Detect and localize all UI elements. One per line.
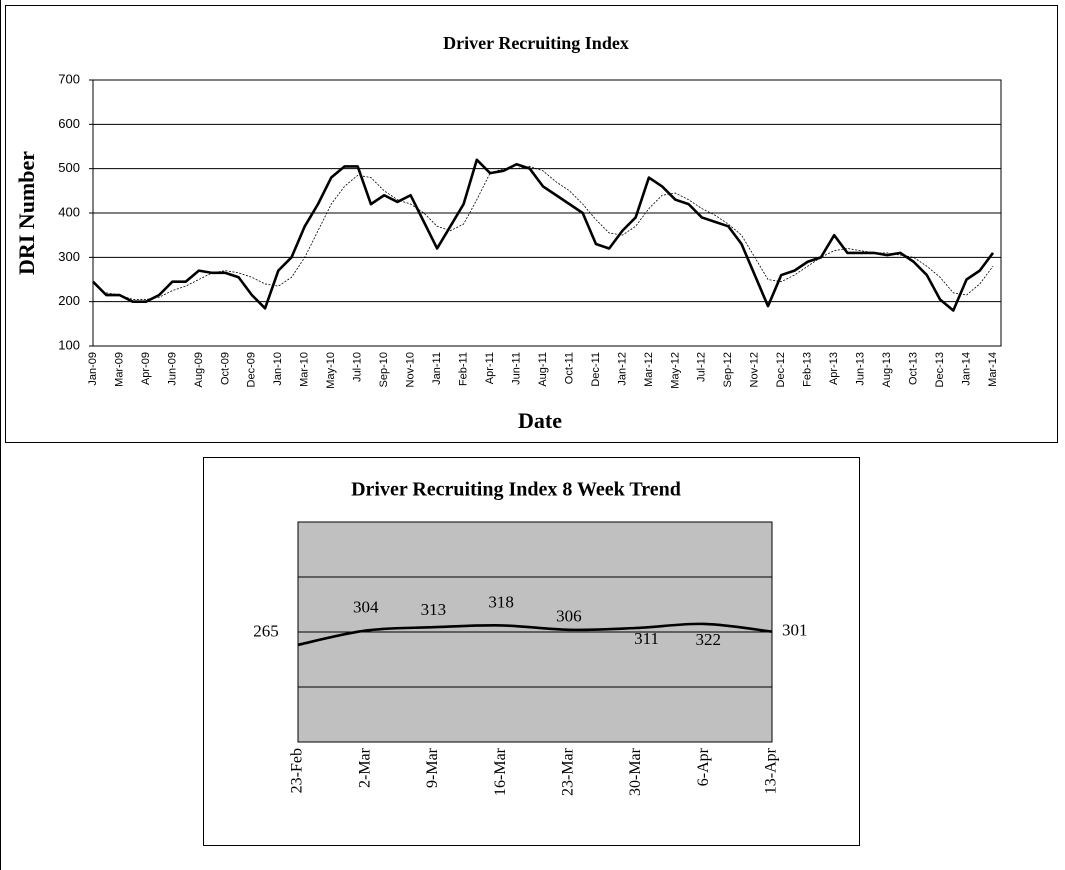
data-label: 322 (696, 630, 722, 649)
plot-border (92, 79, 1002, 347)
x-tick-label: Dec-11 (590, 352, 602, 387)
y-tick-label: 600 (58, 116, 80, 131)
x-tick-label: Jan-12 (616, 352, 628, 386)
x-tick-label: 16-Mar (492, 747, 509, 796)
x-tick-label: Dec-12 (775, 352, 787, 387)
data-label: 313 (421, 600, 447, 619)
x-tick-label: Apr-09 (140, 352, 152, 385)
x-tick-label: Sep-10 (378, 352, 390, 387)
data-label: 311 (634, 629, 659, 648)
x-tick-label: Aug-09 (193, 352, 205, 387)
chart-title: Driver Recruiting Index (443, 33, 629, 53)
data-label: 304 (353, 597, 379, 616)
x-tick-label: Mar-14 (987, 352, 999, 387)
x-tick-label: Mar-09 (113, 352, 125, 387)
x-tick-label: Mar-12 (643, 352, 655, 387)
x-tick-label: Jan-14 (960, 352, 972, 386)
x-tick-label: 2-Mar (356, 747, 373, 788)
x-tick-label: 13-Apr (763, 747, 780, 794)
y-tick-label: 200 (58, 293, 80, 308)
data-line (92, 158, 995, 312)
x-tick-label: Dec-13 (934, 352, 946, 387)
x-tick-label: May-12 (669, 352, 681, 389)
data-label: 318 (488, 592, 514, 611)
data-label: 301 (782, 621, 808, 640)
x-axis-label: Date (518, 408, 562, 433)
x-tick-label: Nov-10 (405, 352, 417, 387)
x-tick-label: Aug-11 (537, 352, 549, 387)
x-tick-label: Jul-10 (352, 352, 364, 382)
x-tick-label: Jun-13 (855, 352, 867, 386)
plot-border (297, 521, 773, 743)
x-tick-label: Jun-11 (510, 352, 522, 385)
y-tick-label: 700 (58, 71, 80, 86)
x-tick-label: May-10 (325, 352, 337, 389)
x-tick-label: Jun-09 (166, 352, 178, 386)
x-tick-label: Feb-13 (802, 352, 814, 387)
x-tick-label: Jan-10 (272, 352, 284, 386)
x-tick-label: 23-Feb (289, 748, 306, 793)
y-tick-label: 300 (58, 249, 80, 264)
data-label: 265 (253, 622, 279, 641)
data-line (106, 166, 994, 300)
y-tick-label: 100 (58, 337, 80, 352)
x-tick-label: Nov-12 (749, 352, 761, 387)
x-tick-label: Jan-11 (431, 352, 443, 385)
x-tick-label: 30-Mar (627, 747, 644, 796)
x-tick-label: Apr-11 (484, 352, 496, 384)
x-tick-label: Aug-13 (881, 352, 893, 387)
x-tick-label: 9-Mar (424, 747, 441, 788)
x-tick-label: Dec-09 (246, 352, 258, 387)
data-label: 306 (556, 607, 582, 626)
x-tick-label: Oct-13 (907, 352, 919, 385)
chart-title: Driver Recruiting Index 8 Week Trend (351, 479, 681, 501)
x-tick-label: Apr-13 (828, 352, 840, 385)
x-tick-label: Mar-10 (299, 352, 311, 387)
data-line (297, 622, 773, 647)
x-tick-label: 6-Apr (695, 747, 712, 786)
x-tick-label: Jul-12 (696, 352, 708, 382)
x-tick-label: Oct-11 (563, 352, 575, 384)
y-tick-label: 400 (58, 204, 80, 219)
x-tick-label: Oct-09 (219, 352, 231, 385)
y-tick-label: 500 (58, 160, 80, 175)
x-tick-label: 23-Mar (560, 747, 577, 796)
x-tick-label: Sep-12 (722, 352, 734, 387)
x-tick-label: Jan-09 (87, 352, 99, 386)
x-tick-label: Feb-11 (457, 352, 469, 386)
y-axis-label: DRI Number (14, 151, 39, 275)
